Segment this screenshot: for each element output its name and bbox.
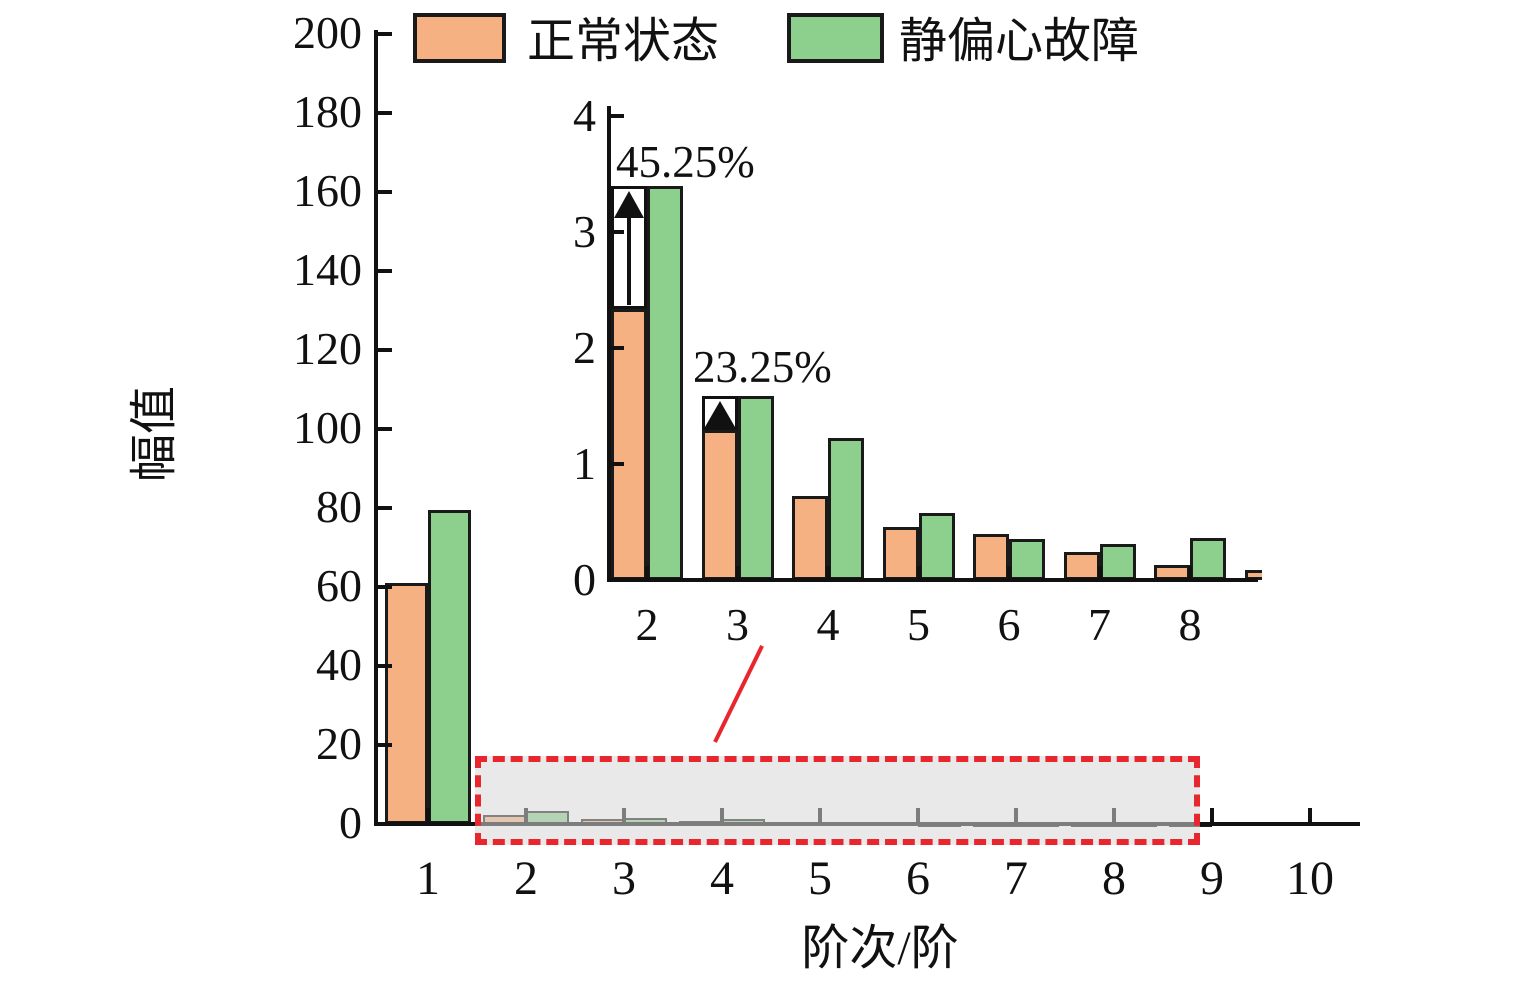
annotation-45-25: 45.25% [616,137,755,187]
bar-normal-order-1 [385,583,428,824]
inset-bar-normal-order-6 [973,533,1009,580]
main-y-axis [374,30,378,826]
inset-bar-fault-order-2 [647,185,683,580]
inset-x-tick [1007,566,1011,578]
inset-y-axis [607,106,611,582]
main-y-tick [378,506,392,510]
main-y-tick [378,664,392,668]
main-y-tick [378,585,392,589]
inset-y-tick [611,230,624,234]
increase-arrow-head [614,190,644,218]
main-x-tick-label: 5 [808,852,832,905]
inset-bar-fault-order-4 [828,438,864,580]
main-y-tick [378,111,392,115]
main-y-tick-label: 120 [293,323,362,374]
main-x-tick-label: 8 [1102,852,1126,905]
inset-x-tick [916,566,921,578]
inset-x-tick [735,566,740,578]
inset-x-tick-label: 5 [907,599,930,650]
legend-swatch-normal [413,13,506,63]
main-y-tick [378,743,392,747]
inset-bar-normal-order-5 [882,526,919,580]
legend-label-fault: 静偏心故障 [899,15,1140,68]
inset-x-tick [1188,566,1192,578]
inset-x-tick-label: 4 [816,599,840,650]
inset-x-tick [645,566,649,578]
inset-x-axis [607,578,1258,582]
main-x-tick [1210,808,1214,822]
main-y-tick-label: 100 [293,402,362,453]
increase-diff-box [611,185,647,309]
inset-y-tick-label: 3 [573,206,596,257]
inset-y-tick [611,462,624,466]
inset-y-tick-label: 1 [573,438,596,489]
main-y-tick-label: 80 [316,481,362,532]
main-y-tick [378,269,392,273]
inset-bar-normal-order-9 [1244,569,1262,580]
inset-x-tick-label: 7 [1088,599,1111,650]
y-axis-title: 幅值 [128,386,181,483]
zoom-region-box [475,756,1200,845]
main-y-tick [378,427,392,431]
main-x-tick [426,808,430,822]
inset-bar-fault-order-7 [1099,544,1136,580]
annotation-23-25: 23.25% [693,342,832,392]
inset-x-tick [1097,566,1102,578]
main-y-tick-label: 160 [293,165,362,216]
main-y-tick [378,32,392,36]
inset-bar-fault-order-8 [1190,538,1226,580]
increase-arrow-shaft [627,212,631,305]
main-x-tick-label: 3 [612,852,636,905]
main-x-tick-label: 9 [1200,852,1224,905]
main-y-tick-label: 20 [316,718,362,769]
main-y-tick-label: 40 [316,639,362,690]
main-x-tick [1308,808,1312,822]
inset-bar-normal-order-7 [1063,552,1100,580]
main-y-tick [378,190,392,194]
inset-bar-normal-order-8 [1154,564,1190,580]
inset-y-tick-label: 0 [573,554,596,605]
inset-y-tick-label: 4 [573,90,596,141]
main-x-tick-label: 1 [416,852,440,905]
main-x-tick-label: 7 [1004,852,1028,905]
inset-x-tick-label: 3 [726,599,749,650]
zoom-leader-line [713,645,764,743]
inset-bar-normal-order-4 [792,496,828,580]
x-axis-title: 阶次/阶 [801,922,959,975]
inset-x-tick [826,566,830,578]
inset-bar-fault-order-3 [737,395,774,580]
legend-label-normal: 正常状态 [527,15,720,68]
main-y-tick-label: 60 [316,560,362,611]
inset-y-tick-label: 2 [573,322,596,373]
inset-y-tick [611,114,624,118]
legend-swatch-fault [787,13,884,63]
main-x-tick-label: 6 [906,852,930,905]
inset-x-tick-label: 2 [635,599,659,650]
bar-fault-order-1 [428,509,471,824]
inset-bar-normal-order-3 [701,430,738,580]
main-y-tick-label: 200 [293,7,362,58]
increase-diff-box [701,395,738,431]
main-x-tick-label: 2 [514,852,538,905]
inset-x-tick-label: 8 [1178,599,1202,650]
inset-y-tick [611,346,624,350]
main-y-tick [378,348,392,352]
main-y-tick-label: 0 [339,797,362,848]
inset-x-tick-label: 6 [997,599,1021,650]
inset-bar-normal-order-2 [611,308,647,580]
main-y-tick-label: 180 [293,86,362,137]
increase-arrow-head [704,400,735,427]
main-x-tick-label: 4 [710,852,734,905]
main-x-tick-label: 10 [1286,852,1334,905]
inset-bar-fault-order-5 [918,512,955,580]
inset-bar-fault-order-6 [1009,539,1045,580]
main-y-tick-label: 140 [293,244,362,295]
